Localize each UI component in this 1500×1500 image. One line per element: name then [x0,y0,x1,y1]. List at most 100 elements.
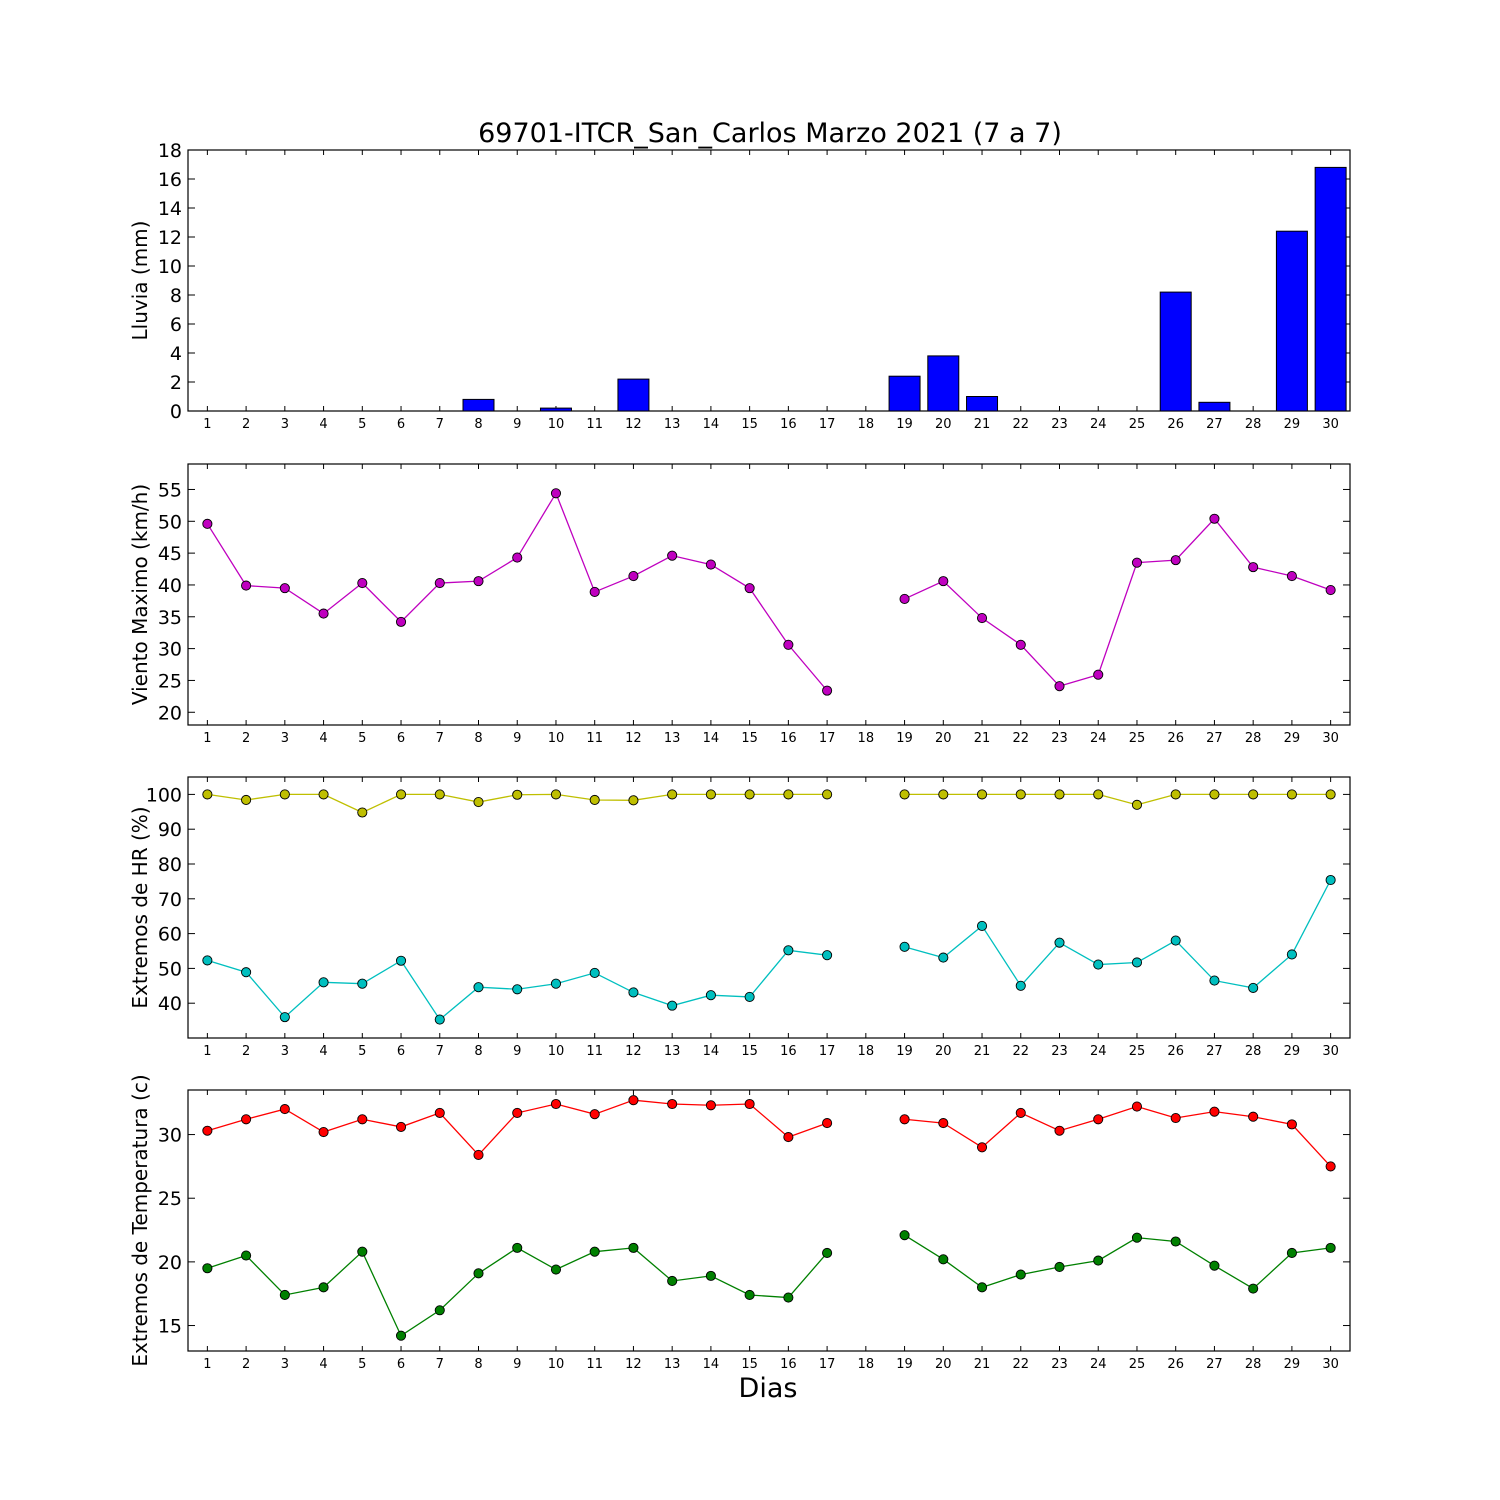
x-tick-label: 12 [625,1357,642,1372]
x-tick-label: 1 [203,1357,211,1372]
x-tick-label: 10 [548,1357,565,1372]
data-point [241,794,252,806]
data-point [1209,789,1220,800]
plot-frame [187,463,1351,726]
x-tick-label: 23 [1051,1357,1068,1372]
x-tick-label: 21 [974,731,991,746]
data-point [1286,570,1297,582]
y-tick-label: 35 [158,607,182,629]
data-point [1170,789,1181,800]
x-tick-label: 23 [1051,1044,1068,1059]
data-point [822,950,833,961]
data-point [1054,1261,1065,1273]
data-point [241,967,252,978]
x-tick-label: 15 [741,1044,758,1059]
series-1 [202,1095,1336,1172]
series-line [207,1247,828,1337]
x-tick-label: 12 [625,1044,642,1059]
y-tick-label: 55 [158,479,182,501]
data-point [318,1282,329,1293]
data-point [357,807,368,818]
y-tick-label: 25 [158,1188,182,1210]
x-tick-label: 15 [741,1357,758,1372]
y-axis-label: Extremos de HR (%) [128,806,152,1008]
x-tick-label: 11 [586,731,603,746]
data-point [202,1125,213,1136]
y-tick-label: 60 [158,924,182,946]
data-point [1248,982,1259,993]
data-point [1054,1125,1065,1136]
data-point [1325,1242,1336,1253]
chart-title: 69701-ITCR_San_Carlos Marzo 2021 (7 a 7) [478,118,1062,149]
x-tick-label: 17 [819,731,836,746]
x-tick-label: 8 [474,417,482,432]
data-point [1015,980,1026,991]
x-tick-label: 12 [625,417,642,432]
data-point [202,955,213,966]
data-point [822,789,833,800]
data-point [512,789,523,800]
x-tick-label: 5 [358,1044,366,1059]
data-point [279,583,290,594]
data-point [241,1250,252,1261]
x-tick-label: 28 [1245,417,1262,432]
x-tick-label: 20 [935,417,952,432]
y-tick-label: 20 [158,1252,182,1274]
y-tick-label: 12 [158,227,182,249]
y-tick-label: 14 [158,198,182,220]
data-point [744,1098,755,1110]
x-tick-label: 1 [203,417,211,432]
data-point [1170,555,1181,566]
data-point [434,1107,445,1118]
data-point [1325,1161,1336,1172]
x-tick-label: 9 [513,1357,521,1372]
data-point [1015,639,1026,650]
x-axis-label: Dias [739,1373,798,1404]
data-point [318,608,329,619]
data-point [318,977,329,988]
x-tick-label: 25 [1129,731,1146,746]
data-point [473,1268,484,1279]
data-point [705,1100,716,1111]
data-point [1170,935,1181,946]
data-point [241,580,252,591]
data-point [357,1246,368,1257]
data-point [395,955,407,966]
data-point [1093,1114,1104,1125]
data-point [1209,975,1220,986]
data-point [1209,1106,1220,1117]
x-tick-label: 27 [1206,1357,1223,1372]
x-tick-label: 2 [242,731,250,746]
data-point [667,550,678,561]
series-line [904,1105,1332,1167]
data-point [976,920,988,931]
data-point [550,1098,562,1110]
data-point [705,990,716,1001]
x-tick-label: 6 [397,731,405,746]
data-point [938,789,949,800]
data-point [1015,789,1026,800]
data-point [512,1107,523,1118]
data-point [434,1014,445,1025]
data-point [550,978,562,989]
data-point [899,789,910,800]
x-tick-label: 19 [896,1357,913,1372]
rain-bar [617,378,650,412]
data-point [1209,513,1220,524]
x-tick-label: 14 [703,1357,720,1372]
y-tick-label: 20 [158,702,182,724]
x-tick-label: 11 [586,1044,603,1059]
data-point [357,1114,368,1125]
rain-bar [462,398,495,412]
x-tick-label: 26 [1167,417,1184,432]
data-point [899,941,910,952]
series-line [206,491,828,692]
data-point [318,1126,329,1138]
x-tick-label: 22 [1012,417,1029,432]
y-tick-label: 50 [158,511,182,533]
y-tick-label: 30 [158,639,182,661]
x-tick-label: 28 [1245,1357,1262,1372]
